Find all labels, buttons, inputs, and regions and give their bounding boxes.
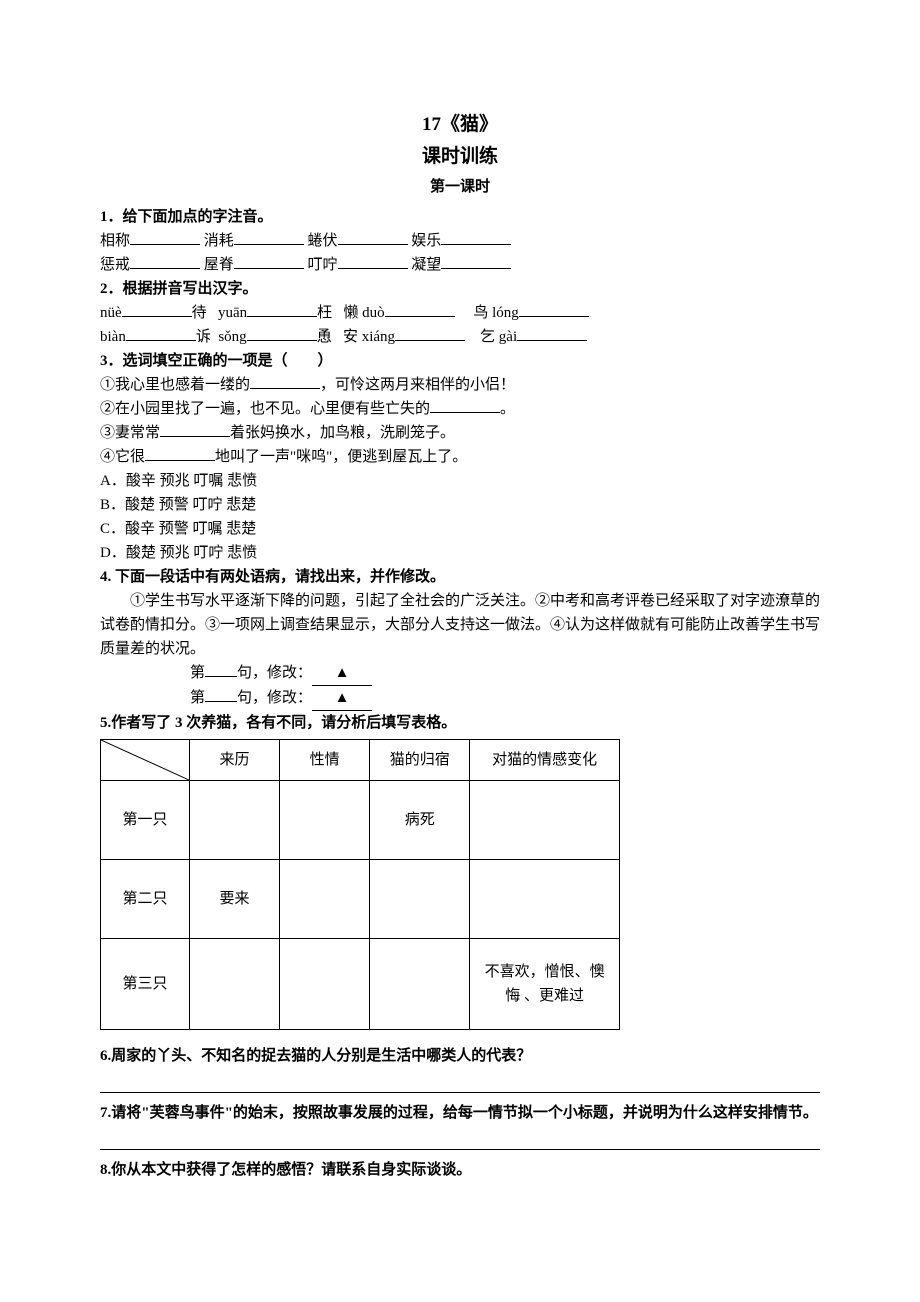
q3-line2: ②在小园里找了一遍，也不见。心里便有些亡失的。 (100, 397, 820, 421)
blank[interactable] (145, 445, 215, 461)
answer-triangle[interactable]: ▲ (312, 661, 372, 686)
blank[interactable] (130, 229, 200, 245)
q6-heading: 6.周家的丫头、不知名的捉去猫的人分别是生活中哪类人的代表？ (100, 1044, 820, 1068)
q5-table: 来历 性情 猫的归宿 对猫的情感变化 第一只 病死 第二只 要来 第三只 不喜欢… (100, 739, 620, 1030)
blank[interactable] (234, 253, 304, 269)
cell-blank[interactable] (370, 859, 470, 938)
blank[interactable] (247, 325, 317, 341)
blank[interactable] (430, 397, 500, 413)
q1-word: 消耗 (204, 233, 234, 249)
row-label: 第二只 (101, 859, 190, 938)
q2-word: 鸟 lóng (473, 305, 518, 321)
th-feeling: 对猫的情感变化 (470, 739, 620, 780)
q1-heading: 1．给下面加点的字注音。 (100, 205, 820, 229)
q2-pinyin: biàn (100, 329, 126, 345)
cell-blank[interactable] (280, 859, 370, 938)
q1-word: 相称 (100, 233, 130, 249)
q1-word: 惩戒 (100, 257, 130, 273)
cell-blank[interactable] (470, 780, 620, 859)
cell-blank[interactable] (470, 859, 620, 938)
blank[interactable] (205, 661, 237, 677)
q4-fix1: 第句，修改：▲ (100, 661, 820, 686)
q4-heading: 4. 下面一段话中有两处语病，请找出来，并作修改。 (100, 565, 820, 589)
title-sub: 课时训练 (100, 142, 820, 172)
q2-pinyin: sǒng (218, 329, 246, 345)
q3-optD[interactable]: D．酸楚 预兆 叮咛 悲愤 (100, 541, 820, 565)
blank[interactable] (517, 325, 587, 341)
q1-word: 屋脊 (204, 257, 234, 273)
q3-line3: ③妻常常着张妈换水，加鸟粮，洗刷笼子。 (100, 421, 820, 445)
q1-word: 蜷伏 (308, 233, 338, 249)
table-header-row: 来历 性情 猫的归宿 对猫的情感变化 (101, 739, 620, 780)
q3-optC[interactable]: C．酸辛 预警 叮嘱 悲楚 (100, 517, 820, 541)
diagonal-cell (101, 740, 189, 780)
blank[interactable] (338, 229, 408, 245)
table-row: 第三只 不喜欢，憎恨、懊悔 、更难过 (101, 938, 620, 1029)
blank[interactable] (130, 253, 200, 269)
q3-line4: ④它很地叫了一声"咪呜"，便逃到屋瓦上了。 (100, 445, 820, 469)
q2-row1: nüè 待 yuān 枉 懒 duò 鸟 lóng (100, 301, 820, 325)
cell-blank[interactable] (190, 780, 280, 859)
q1-word: 叮咛 (308, 257, 338, 273)
q3-optB[interactable]: B．酸楚 预警 叮咛 悲楚 (100, 493, 820, 517)
blank[interactable] (441, 229, 511, 245)
cell-blank[interactable] (280, 780, 370, 859)
q2-word: 安 xiáng (343, 329, 395, 345)
q3-line1: ①我心里也感着一缕的，可怜这两月来相伴的小侣！ (100, 373, 820, 397)
blank[interactable] (441, 253, 511, 269)
th-temper: 性情 (280, 739, 370, 780)
blank[interactable] (247, 301, 317, 317)
blank[interactable] (338, 253, 408, 269)
th-fate: 猫的归宿 (370, 739, 470, 780)
answer-triangle[interactable]: ▲ (312, 686, 372, 711)
q2-pinyin: nüè (100, 305, 122, 321)
q4-paragraph: ①学生书写水平逐渐下降的问题，引起了全社会的广泛关注。②中考和高考评卷已经采取了… (100, 589, 820, 661)
q8-heading: 8.你从本文中获得了怎样的感悟？请联系自身实际谈谈。 (100, 1158, 820, 1182)
blank[interactable] (234, 229, 304, 245)
cell-value: 不喜欢，憎恨、懊悔 、更难过 (470, 938, 620, 1029)
blank[interactable] (395, 325, 465, 341)
blank[interactable] (519, 301, 589, 317)
title-main: 17《猫》 (100, 110, 820, 140)
th-origin: 来历 (190, 739, 280, 780)
q3-optA[interactable]: A．酸辛 预兆 叮嘱 悲愤 (100, 469, 820, 493)
q2-word: 懒 duò (343, 305, 384, 321)
q2-word: 乞 gài (480, 329, 517, 345)
cell-blank[interactable] (370, 938, 470, 1029)
q1-row2: 惩戒 屋脊 叮咛 凝望 (100, 253, 820, 277)
q4-fix2: 第句，修改：▲ (100, 686, 820, 711)
q2-row2: biàn 诉 sǒng 恿 安 xiáng 乞 gài (100, 325, 820, 349)
q5-heading: 5.作者写了 3 次养猫，各有不同，请分析后填写表格。 (100, 711, 820, 735)
cell-value: 病死 (370, 780, 470, 859)
blank[interactable] (385, 301, 455, 317)
title-section: 第一课时 (100, 175, 820, 199)
q1-word: 娱乐 (411, 233, 441, 249)
q2-pinyin: yuān (218, 305, 247, 321)
row-label: 第一只 (101, 780, 190, 859)
table-row: 第一只 病死 (101, 780, 620, 859)
cell-blank[interactable] (190, 938, 280, 1029)
answer-line[interactable] (100, 1072, 820, 1093)
cell-blank[interactable] (280, 938, 370, 1029)
q2-char: 诉 (196, 329, 211, 345)
diagonal-line-icon (101, 740, 189, 780)
blank[interactable] (205, 686, 237, 702)
q3-heading: 3．选词填空正确的一项是（ ） (100, 349, 820, 373)
q2-char: 恿 (317, 329, 332, 345)
blank[interactable] (160, 421, 230, 437)
blank[interactable] (122, 301, 192, 317)
row-label: 第三只 (101, 938, 190, 1029)
blank[interactable] (250, 373, 320, 389)
answer-line[interactable] (100, 1129, 820, 1150)
q1-row1: 相称 消耗 蜷伏 娱乐 (100, 229, 820, 253)
q2-char: 待 (192, 305, 207, 321)
q7-heading: 7.请将"芙蓉鸟事件"的始末，按照故事发展的过程，给每一情节拟一个小标题，并说明… (100, 1101, 820, 1125)
blank[interactable] (126, 325, 196, 341)
worksheet-page: 17《猫》 课时训练 第一课时 1．给下面加点的字注音。 相称 消耗 蜷伏 娱乐… (0, 0, 920, 1302)
q2-char: 枉 (317, 305, 332, 321)
q2-heading: 2．根据拼音写出汉字。 (100, 277, 820, 301)
q1-word: 凝望 (411, 257, 441, 273)
table-row: 第二只 要来 (101, 859, 620, 938)
cell-value: 要来 (190, 859, 280, 938)
